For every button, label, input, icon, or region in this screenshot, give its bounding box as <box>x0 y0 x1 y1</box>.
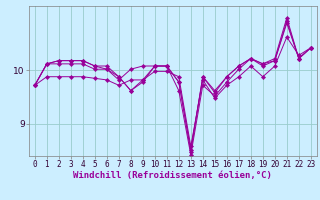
X-axis label: Windchill (Refroidissement éolien,°C): Windchill (Refroidissement éolien,°C) <box>73 171 272 180</box>
